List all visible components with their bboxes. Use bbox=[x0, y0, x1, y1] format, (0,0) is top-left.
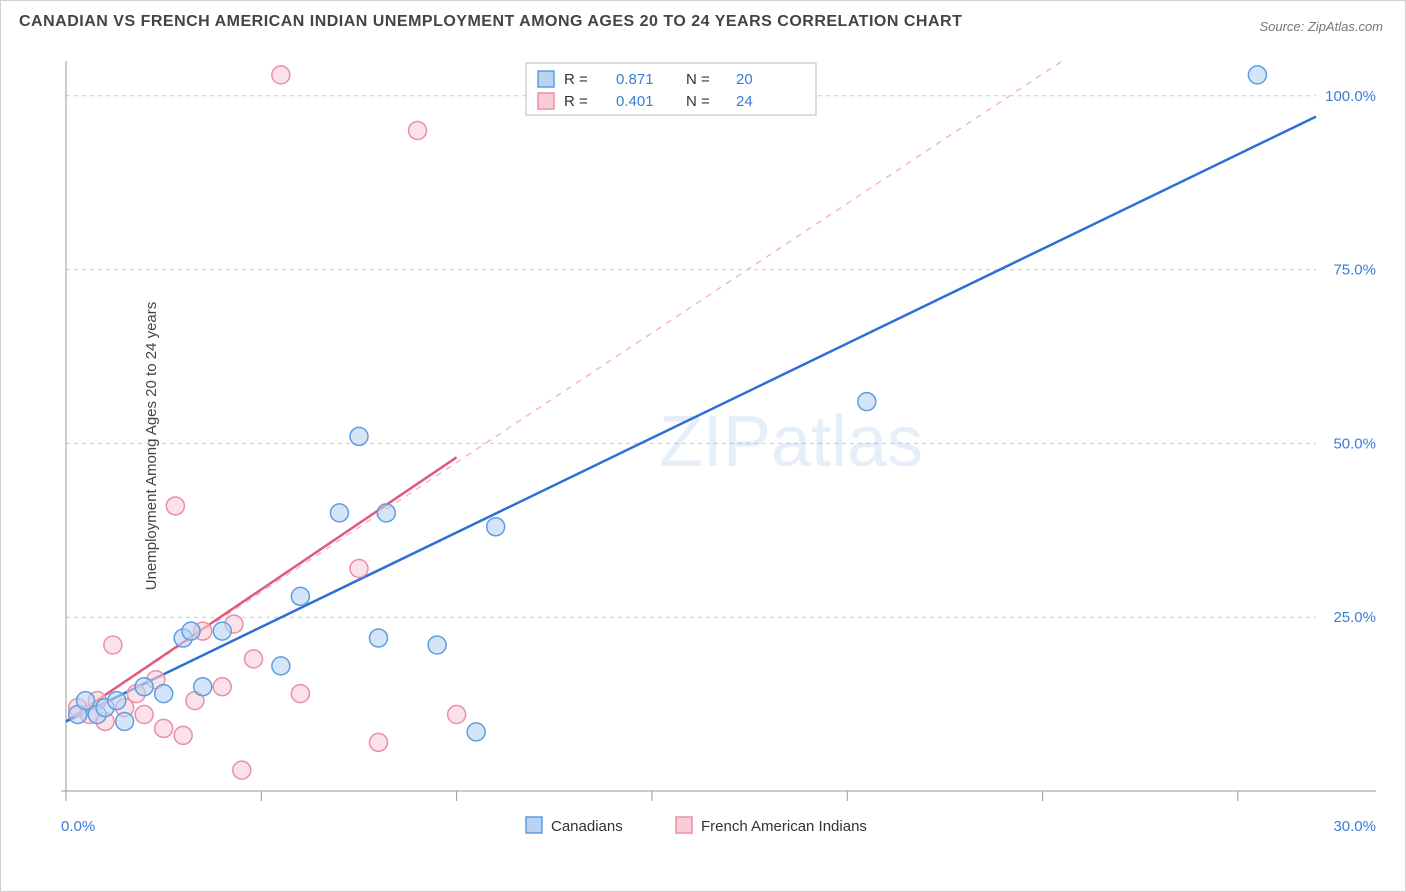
svg-text:N =: N = bbox=[686, 71, 710, 88]
chart-plot-area: 25.0%50.0%75.0%100.0%ZIPatlas0.0%30.0%R … bbox=[56, 51, 1386, 841]
svg-text:75.0%: 75.0% bbox=[1333, 262, 1376, 279]
svg-text:24: 24 bbox=[736, 93, 753, 110]
svg-text:30.0%: 30.0% bbox=[1333, 818, 1376, 835]
svg-text:0.401: 0.401 bbox=[616, 93, 654, 110]
svg-text:Canadians: Canadians bbox=[551, 818, 623, 835]
svg-text:0.0%: 0.0% bbox=[61, 818, 95, 835]
svg-text:French American Indians: French American Indians bbox=[701, 818, 867, 835]
svg-text:0.871: 0.871 bbox=[616, 71, 654, 88]
chart-title: CANADIAN VS FRENCH AMERICAN INDIAN UNEMP… bbox=[19, 13, 962, 31]
source-label: Source: ZipAtlas.com bbox=[1259, 19, 1383, 34]
svg-text:50.0%: 50.0% bbox=[1333, 435, 1376, 452]
chart-svg: 25.0%50.0%75.0%100.0%ZIPatlas0.0%30.0%R … bbox=[56, 51, 1386, 841]
svg-text:20: 20 bbox=[736, 71, 753, 88]
svg-text:R =: R = bbox=[564, 93, 588, 110]
svg-text:R =: R = bbox=[564, 71, 588, 88]
svg-text:100.0%: 100.0% bbox=[1325, 88, 1376, 105]
svg-text:N =: N = bbox=[686, 93, 710, 110]
svg-text:25.0%: 25.0% bbox=[1333, 609, 1376, 626]
